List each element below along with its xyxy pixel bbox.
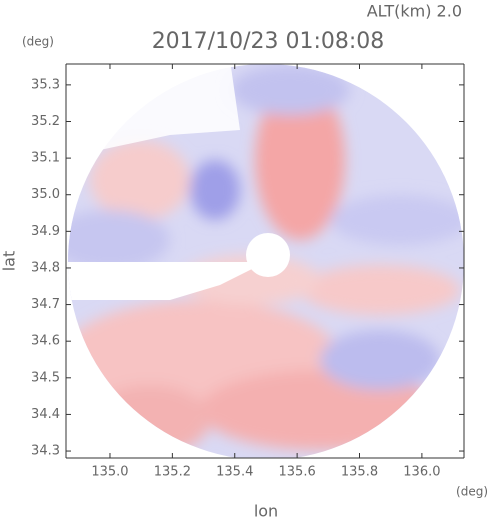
x-axis-label: lon [254, 502, 278, 521]
y-tick-label: 34.3 [31, 444, 60, 459]
x-tick-label: 135.0 [91, 465, 128, 480]
y-tick-label: 34.9 [31, 224, 60, 239]
x-tick-label: 135.8 [341, 465, 378, 480]
y-tick-label: 35.1 [31, 151, 60, 166]
x-tick-label: 136.0 [403, 465, 440, 480]
y-tick-label: 35.0 [31, 187, 60, 202]
y-tick-label: 34.5 [31, 370, 60, 385]
chart-title: 2017/10/23 01:08:08 [152, 29, 385, 54]
altitude-annotation: ALT(km) 2.0 [367, 2, 462, 21]
plot-frame [65, 63, 465, 459]
y-tick-label: 34.4 [31, 407, 60, 422]
x-tick-label: 135.2 [154, 465, 191, 480]
y-tick-label: 35.3 [31, 77, 60, 92]
y-unit: (deg) [22, 35, 54, 49]
x-unit: (deg) [456, 485, 488, 499]
y-tick-label: 34.7 [31, 297, 60, 312]
y-tick-label: 34.6 [31, 334, 60, 349]
x-tick-label: 135.6 [279, 465, 316, 480]
y-tick-label: 35.2 [31, 114, 60, 129]
y-axis-label: lat [0, 251, 19, 272]
radar-field [66, 64, 464, 458]
y-tick-label: 34.8 [31, 260, 60, 275]
x-tick-label: 135.4 [216, 465, 253, 480]
